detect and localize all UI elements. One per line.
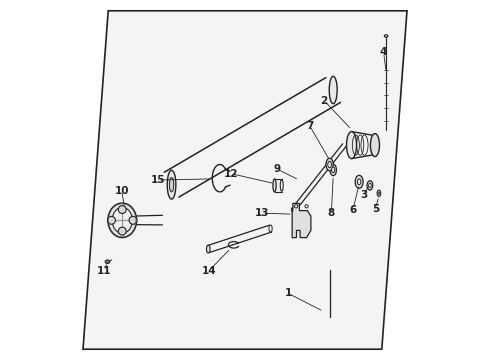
Ellipse shape xyxy=(326,158,333,171)
Text: 6: 6 xyxy=(349,204,357,215)
Ellipse shape xyxy=(294,204,298,208)
Text: 1: 1 xyxy=(285,288,292,298)
Ellipse shape xyxy=(370,134,379,157)
Ellipse shape xyxy=(328,161,331,168)
Ellipse shape xyxy=(170,177,174,192)
Ellipse shape xyxy=(378,192,380,194)
Ellipse shape xyxy=(305,204,308,208)
Ellipse shape xyxy=(107,261,108,262)
Text: 14: 14 xyxy=(202,266,216,276)
Ellipse shape xyxy=(357,179,361,185)
Text: 5: 5 xyxy=(372,204,379,214)
Ellipse shape xyxy=(273,179,276,192)
Ellipse shape xyxy=(107,216,116,224)
Polygon shape xyxy=(83,11,407,349)
Ellipse shape xyxy=(206,245,210,253)
Text: 11: 11 xyxy=(97,266,111,276)
Ellipse shape xyxy=(346,132,357,159)
Ellipse shape xyxy=(292,208,294,213)
Ellipse shape xyxy=(367,181,373,190)
Ellipse shape xyxy=(330,164,337,176)
Ellipse shape xyxy=(118,206,126,213)
Text: 3: 3 xyxy=(360,190,368,200)
Ellipse shape xyxy=(355,175,363,188)
Ellipse shape xyxy=(377,190,381,197)
Polygon shape xyxy=(292,203,311,238)
Ellipse shape xyxy=(105,260,110,264)
Ellipse shape xyxy=(108,203,137,238)
Text: 4: 4 xyxy=(380,47,387,57)
Ellipse shape xyxy=(112,207,132,233)
Ellipse shape xyxy=(384,35,388,37)
Text: 12: 12 xyxy=(223,168,238,179)
Ellipse shape xyxy=(332,167,335,173)
Text: 10: 10 xyxy=(115,186,129,196)
Ellipse shape xyxy=(368,183,371,188)
Text: 8: 8 xyxy=(328,208,335,218)
Ellipse shape xyxy=(167,170,176,199)
Text: 13: 13 xyxy=(255,208,270,218)
Text: 7: 7 xyxy=(306,121,314,131)
Ellipse shape xyxy=(329,76,337,104)
Text: 9: 9 xyxy=(274,164,281,174)
Ellipse shape xyxy=(129,216,137,224)
Text: 2: 2 xyxy=(320,96,328,106)
Text: 15: 15 xyxy=(150,175,165,185)
Ellipse shape xyxy=(118,227,126,235)
